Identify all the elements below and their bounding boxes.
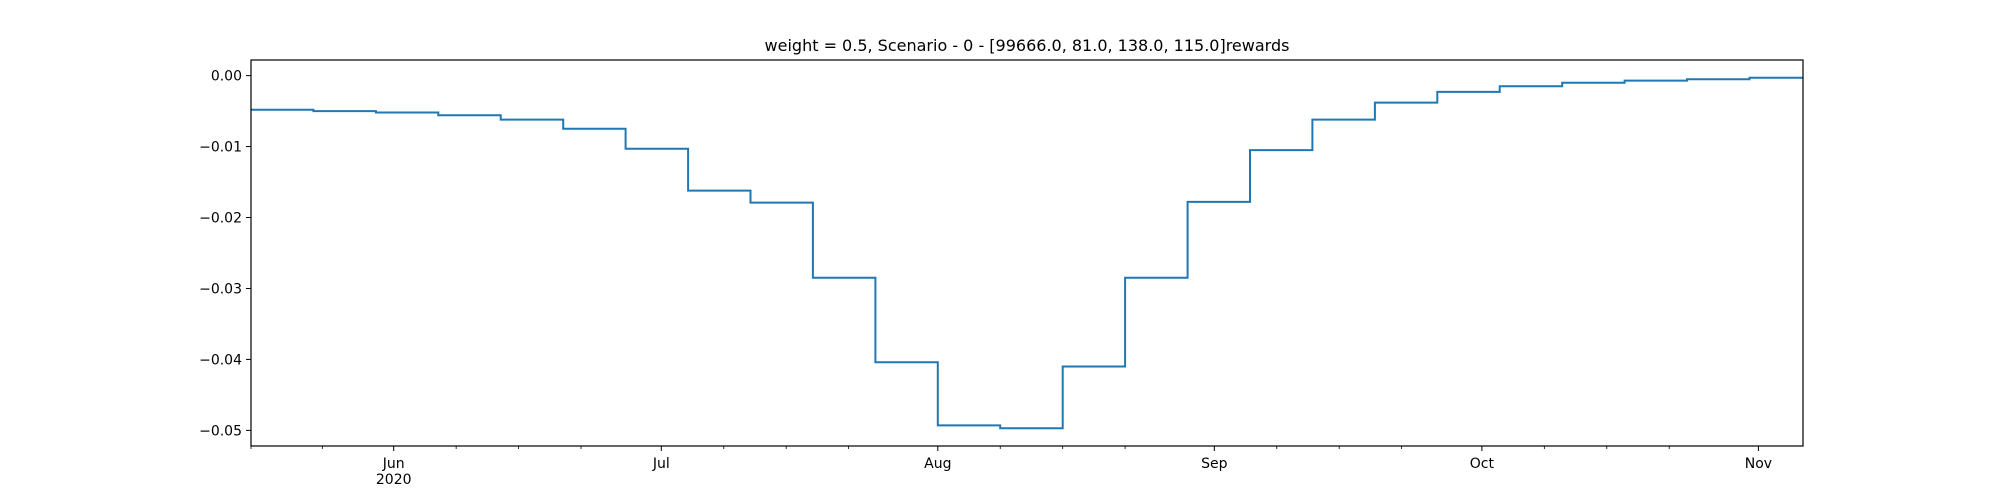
y-tick-label: −0.01 [199, 140, 242, 156]
x-tick-label: Jun [382, 456, 405, 472]
x-tick-sublabel: 2020 [376, 472, 412, 488]
y-axis: 0.00 −0.01 −0.02 −0.03 −0.04 −0.05 [199, 69, 251, 439]
y-tick-label: −0.05 [199, 423, 242, 439]
y-tick-label: 0.00 [211, 69, 242, 85]
plot-frame [250, 59, 1804, 447]
chart-title: weight = 0.5, Scenario - 0 - [99666.0, 8… [765, 36, 1290, 55]
x-tick-label: Sep [1201, 456, 1228, 472]
series-line [251, 76, 1803, 430]
x-tick-label: Nov [1745, 456, 1772, 472]
x-tick-label: Jul [652, 456, 670, 472]
y-tick-label: −0.04 [199, 352, 242, 368]
y-tick-label: −0.03 [199, 281, 242, 297]
y-tick-label: −0.02 [199, 211, 242, 227]
x-tick-label: Aug [924, 456, 951, 472]
x-tick-label: Oct [1470, 456, 1495, 472]
